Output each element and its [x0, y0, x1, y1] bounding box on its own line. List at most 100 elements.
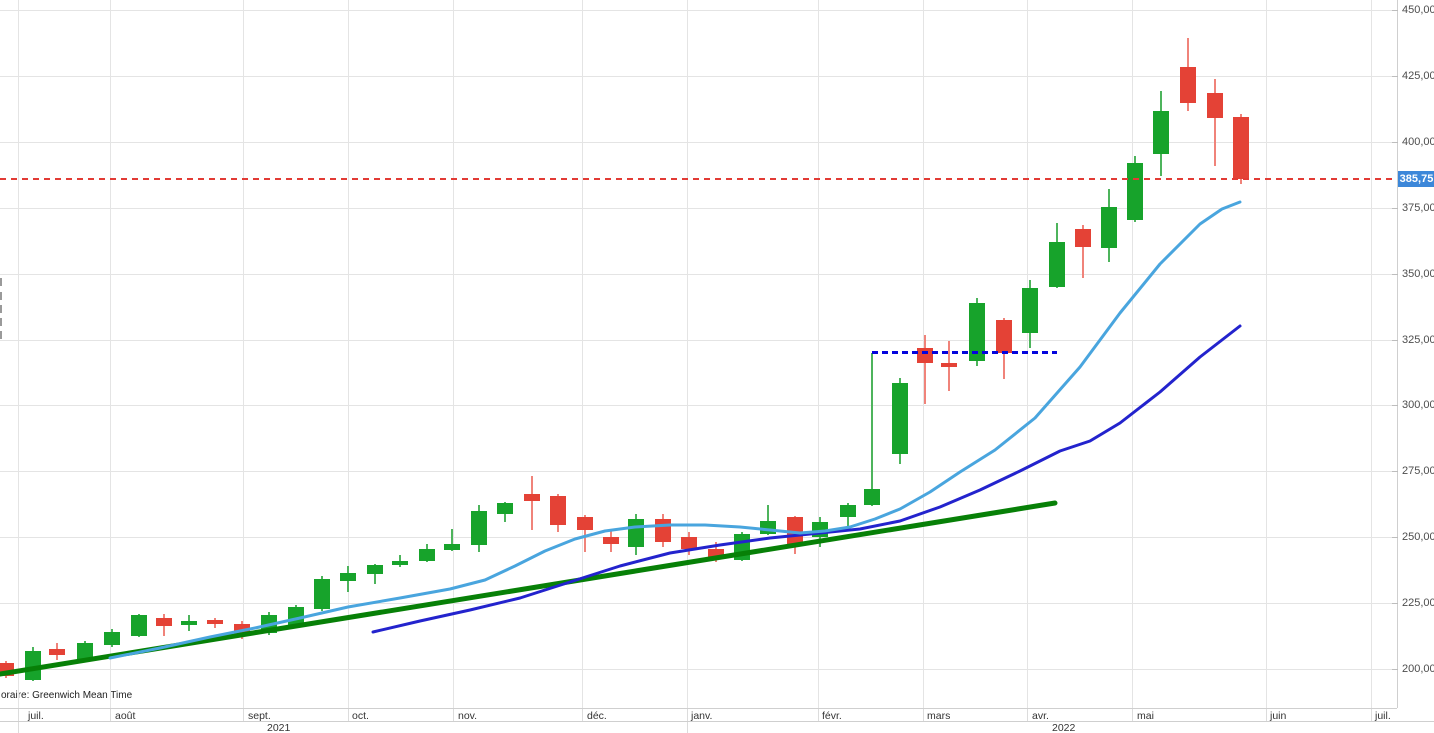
candle-up-body [969, 303, 985, 361]
horizontal-gridline [0, 471, 1397, 473]
year-label: 2022 [1052, 722, 1076, 733]
month-boundary-line [1266, 709, 1267, 722]
month-boundary-line [1371, 709, 1372, 722]
price-tick-label: 250,00 [1402, 531, 1434, 544]
candle-up-body [864, 489, 880, 505]
candle-down-body [550, 495, 566, 525]
candle-down-wick [584, 514, 586, 553]
month-label: nov. [458, 710, 478, 722]
candle-down-body [1075, 228, 1091, 247]
candle-up-wick [451, 528, 453, 552]
candle-up-body [25, 650, 41, 681]
candle-down-body [996, 320, 1012, 353]
vertical-gridline [818, 0, 819, 708]
candle-down-wick [1214, 78, 1216, 167]
time-axis-months: juil. août sept. oct. nov. déc. janv. févr. mars… [0, 708, 1397, 722]
candle-down-body [603, 536, 619, 545]
price-tick-label: 400,00 [1402, 135, 1434, 148]
candle-up-body [131, 615, 147, 636]
vertical-gridline [18, 0, 19, 708]
candle-down-body [1233, 116, 1249, 180]
candle-up-body [444, 544, 460, 551]
candle-up-body [471, 510, 487, 546]
candle-down-body [524, 494, 540, 501]
month-label: oct. [352, 710, 369, 722]
candle-down-body [941, 362, 957, 367]
chart-canvas[interactable]: oraire: Greenwich Mean Time [0, 0, 1397, 708]
month-boundary-line [243, 709, 244, 722]
month-label: déc. [587, 710, 607, 722]
candle-up-body [314, 579, 330, 610]
moving-average-slow [371, 324, 1242, 634]
price-tick-label: 200,00 [1402, 663, 1434, 675]
month-boundary-line [687, 709, 688, 722]
candle-up-body [419, 549, 435, 562]
price-tick-mark [1392, 141, 1398, 143]
month-boundary-line [348, 709, 349, 722]
vertical-gridline [243, 0, 244, 708]
price-tick-mark [1392, 75, 1398, 77]
candle-down-body [681, 536, 697, 550]
price-axis: 385,75 450,00 425,00 400,00 375,00 350,00 325… [1392, 0, 1434, 708]
horizontal-gridline [0, 339, 1397, 341]
month-label: sept. [248, 710, 271, 722]
left-axis-fragment-mark [0, 318, 2, 326]
price-tick-label: 375,00 [1402, 201, 1434, 214]
vertical-gridline [687, 0, 688, 708]
candle-down-body [49, 648, 65, 656]
candle-up-wick [767, 504, 769, 536]
candle-up-wick [374, 564, 376, 585]
price-tick-mark [1392, 603, 1398, 605]
candle-up-body [1153, 110, 1169, 155]
horizontal-gridline [0, 207, 1397, 209]
horizontal-gridline [0, 603, 1397, 605]
price-tick-label: 275,00 [1402, 465, 1434, 478]
vertical-gridline [1371, 0, 1372, 708]
vertical-gridline [110, 0, 111, 708]
candle-up-wick [871, 353, 873, 506]
left-axis-fragment-mark [0, 292, 2, 300]
horizontal-gridline [0, 405, 1397, 407]
horizontal-gridline [0, 141, 1397, 143]
candle-down-body [1180, 67, 1196, 103]
horizontal-gridline [0, 75, 1397, 77]
horizontal-gridline [0, 669, 1397, 670]
candle-up-body [392, 561, 408, 566]
candle-up-body [1049, 241, 1065, 288]
horizontal-gridline [0, 273, 1397, 275]
vertical-gridline [453, 0, 454, 708]
candle-up-body [840, 504, 856, 517]
candle-up-body [892, 382, 908, 455]
indicator-overlays [0, 200, 1242, 677]
vertical-gridline [1027, 0, 1028, 708]
moving-average-fast [108, 200, 1242, 660]
month-boundary-line [18, 709, 19, 722]
vertical-gridline [1132, 0, 1133, 708]
price-tick-mark [1392, 405, 1398, 407]
horizontal-gridline [0, 537, 1397, 539]
left-axis-fragment-mark [0, 331, 2, 339]
year-boundary-line [687, 722, 688, 733]
month-label: févr. [822, 710, 842, 722]
candle-up-body [497, 502, 513, 514]
price-tick-mark [1392, 10, 1398, 11]
candle-up-body [340, 573, 356, 582]
left-axis-fragment-mark [0, 305, 2, 313]
month-label: juil. [1375, 710, 1391, 722]
month-label: juil. [28, 710, 44, 722]
price-tick-mark [1392, 273, 1398, 275]
month-label: avr. [1032, 710, 1049, 722]
candle-down-body [156, 617, 172, 626]
resistance-dotted-line [872, 350, 1057, 354]
price-tick-mark [1392, 207, 1398, 209]
price-tick-mark [1392, 669, 1398, 670]
candle-down-wick [531, 476, 533, 530]
candle-down-body [708, 549, 724, 558]
month-boundary-line [110, 709, 111, 722]
candle-down-body [207, 619, 223, 624]
month-boundary-line [923, 709, 924, 722]
candle-up-body [1101, 207, 1117, 248]
candle-up-body [181, 620, 197, 625]
vertical-gridline [582, 0, 583, 708]
timezone-note: oraire: Greenwich Mean Time [1, 690, 133, 701]
